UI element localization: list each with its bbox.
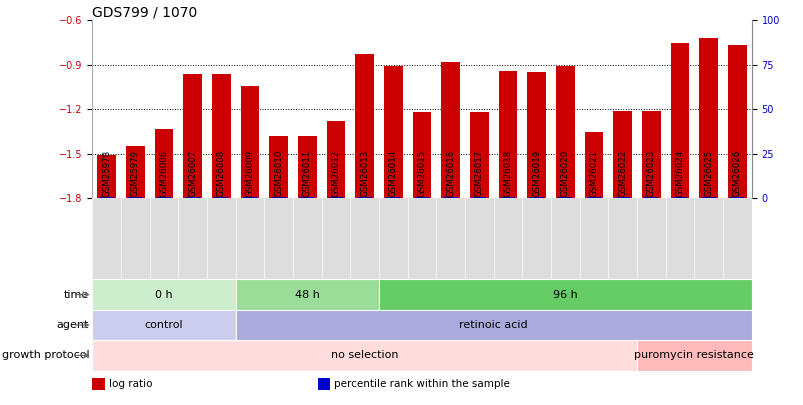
Bar — [128, 197, 142, 198]
Bar — [586, 197, 601, 198]
Bar — [212, 74, 230, 198]
Bar — [529, 197, 543, 198]
Bar — [636, 340, 751, 371]
Bar — [384, 66, 402, 198]
Bar — [126, 147, 145, 198]
Text: time: time — [63, 290, 89, 300]
Bar — [235, 279, 379, 310]
Bar — [235, 310, 751, 340]
Bar — [527, 72, 545, 198]
Bar — [185, 197, 199, 198]
Text: growth protocol: growth protocol — [2, 350, 89, 360]
Bar — [92, 279, 235, 310]
Bar — [92, 340, 636, 371]
Bar — [728, 45, 746, 198]
Bar — [556, 66, 574, 198]
Bar — [317, 378, 329, 390]
Bar — [271, 197, 285, 198]
Bar — [414, 197, 429, 198]
Bar — [92, 310, 235, 340]
Bar — [558, 197, 572, 198]
Bar — [183, 74, 202, 198]
Bar — [584, 132, 602, 198]
Bar — [672, 197, 687, 198]
Bar — [300, 197, 314, 198]
Bar — [97, 156, 116, 198]
Bar — [470, 112, 488, 198]
Bar — [157, 197, 171, 198]
Text: GDS799 / 1070: GDS799 / 1070 — [92, 5, 198, 19]
Text: 0 h: 0 h — [155, 290, 173, 300]
Bar — [500, 197, 515, 198]
Bar — [92, 378, 104, 390]
Text: 48 h: 48 h — [295, 290, 320, 300]
Bar — [355, 54, 373, 198]
Text: log ratio: log ratio — [108, 379, 152, 389]
Bar — [729, 197, 744, 198]
Bar — [379, 279, 751, 310]
Bar — [644, 197, 658, 198]
Bar — [269, 136, 287, 198]
Bar — [701, 197, 715, 198]
Bar — [472, 197, 486, 198]
Bar — [498, 71, 517, 198]
Bar — [298, 136, 316, 198]
Text: agent: agent — [57, 320, 89, 330]
Text: puromycin resistance: puromycin resistance — [634, 350, 753, 360]
Bar — [670, 43, 688, 198]
Text: retinoic acid: retinoic acid — [459, 320, 528, 330]
Bar — [241, 85, 259, 198]
Bar — [699, 38, 717, 198]
Bar — [642, 111, 660, 198]
Bar — [613, 111, 631, 198]
Bar — [386, 197, 400, 198]
Bar — [443, 197, 457, 198]
Bar — [357, 197, 371, 198]
Bar — [243, 197, 257, 198]
Text: control: control — [145, 320, 183, 330]
Bar — [100, 197, 114, 198]
Bar — [214, 197, 228, 198]
Bar — [328, 197, 343, 198]
Text: 96 h: 96 h — [552, 290, 577, 300]
Bar — [441, 62, 459, 198]
Text: percentile rank within the sample: percentile rank within the sample — [333, 379, 509, 389]
Bar — [412, 112, 431, 198]
Bar — [326, 121, 345, 198]
Bar — [615, 197, 629, 198]
Text: no selection: no selection — [331, 350, 398, 360]
Bar — [155, 129, 173, 198]
